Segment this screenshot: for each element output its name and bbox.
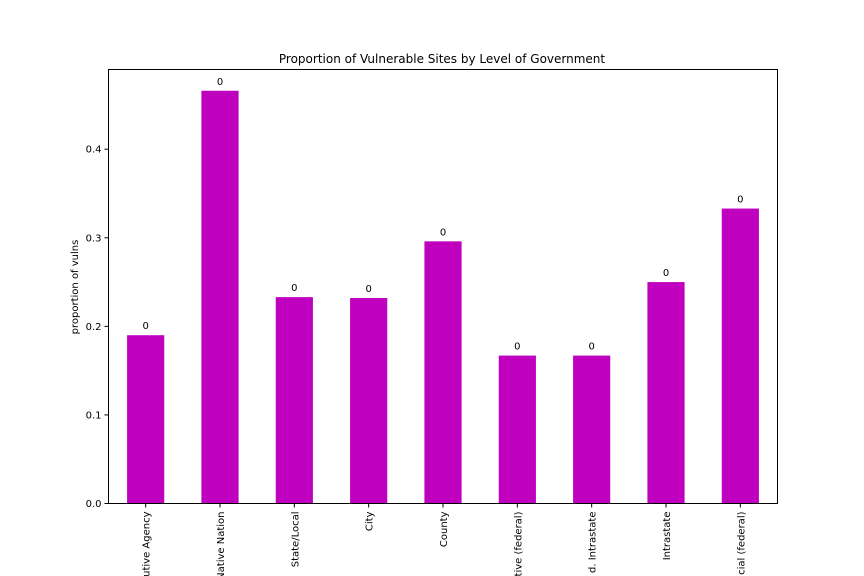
bar-0 — [127, 335, 165, 504]
plot-frame — [108, 69, 778, 504]
bars-group — [127, 90, 759, 504]
x-tick-label-4: County — [439, 511, 450, 547]
chart-title: Proportion of Vulnerable Sites by Level … — [279, 52, 606, 66]
bar-value-label-6: 0 — [588, 342, 594, 353]
x-axis-ticks: utive Agency Native Nation State/Local City… — [142, 503, 747, 576]
x-tick-label-8: cial (federal) — [736, 511, 747, 574]
x-tick-label-2: State/Local — [290, 512, 301, 568]
y-tick-label-1: 0.1 — [86, 410, 102, 421]
bar-5 — [498, 355, 536, 504]
x-tick-label-3: City — [365, 511, 376, 531]
x-tick-label-0: utive Agency — [142, 511, 153, 576]
bar-1 — [201, 90, 239, 504]
bar-8 — [721, 208, 759, 504]
y-axis-label: proportion of vulns — [70, 240, 81, 335]
bar-4 — [424, 241, 462, 504]
x-tick-label-7: Intrastate — [662, 512, 673, 561]
x-tick-label-5: tive (federal) — [513, 511, 524, 576]
bar-value-label-2: 0 — [291, 283, 297, 294]
y-axis-ticks: 0.0 0.1 0.2 0.3 0.4 — [86, 145, 109, 510]
bar-value-label-5: 0 — [514, 342, 520, 353]
bar-6 — [573, 355, 611, 504]
bar-2 — [275, 297, 313, 504]
y-tick-label-4: 0.4 — [86, 145, 102, 156]
x-tick-label-1: Native Nation — [216, 512, 227, 576]
bar-7 — [647, 282, 685, 504]
bar-value-label-8: 0 — [737, 195, 743, 206]
y-tick-label-3: 0.3 — [86, 233, 102, 244]
bar-value-label-7: 0 — [663, 268, 669, 279]
y-tick-label-2: 0.2 — [86, 322, 102, 333]
bar-value-label-3: 0 — [365, 284, 371, 295]
bar-3 — [350, 298, 388, 504]
bar-value-label-0: 0 — [142, 321, 148, 332]
x-tick-label-6: d. Intrastate — [588, 512, 599, 573]
bar-value-label-1: 0 — [217, 77, 223, 88]
bar-value-label-4: 0 — [440, 227, 446, 238]
bar-labels-group: 0 0 0 0 0 0 0 0 0 — [142, 77, 743, 353]
y-tick-label-0: 0.0 — [86, 499, 102, 510]
